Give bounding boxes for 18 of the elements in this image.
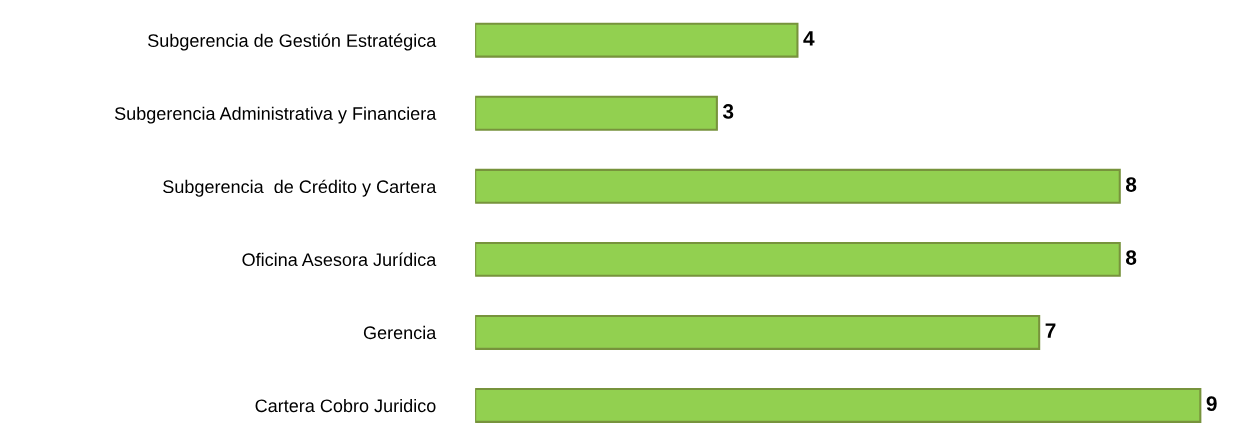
y-tick-label: Oficina Asesora Jurídica [242, 252, 437, 267]
bar [475, 95, 718, 131]
data-label: 9 [1206, 396, 1217, 412]
data-label: 3 [722, 104, 734, 119]
y-tick-label: Cartera Cobro Juridico [255, 398, 436, 413]
data-label: 4 [803, 31, 815, 46]
y-tick-label: Subgerencia de Crédito y Cartera [163, 179, 437, 197]
data-label: 8 [1125, 250, 1137, 265]
bar [475, 168, 1121, 204]
y-tick-label: Subgerencia de Gestión Estratégica [148, 33, 437, 51]
bar [475, 314, 1041, 350]
bar [475, 22, 799, 58]
bar [475, 387, 1202, 423]
data-label: 7 [1045, 323, 1056, 338]
y-tick-label: Subgerencia Administrativa y Financiera [114, 106, 437, 124]
y-tick-label: Gerencia [363, 325, 437, 340]
bar [475, 241, 1121, 277]
data-label: 8 [1125, 177, 1137, 192]
